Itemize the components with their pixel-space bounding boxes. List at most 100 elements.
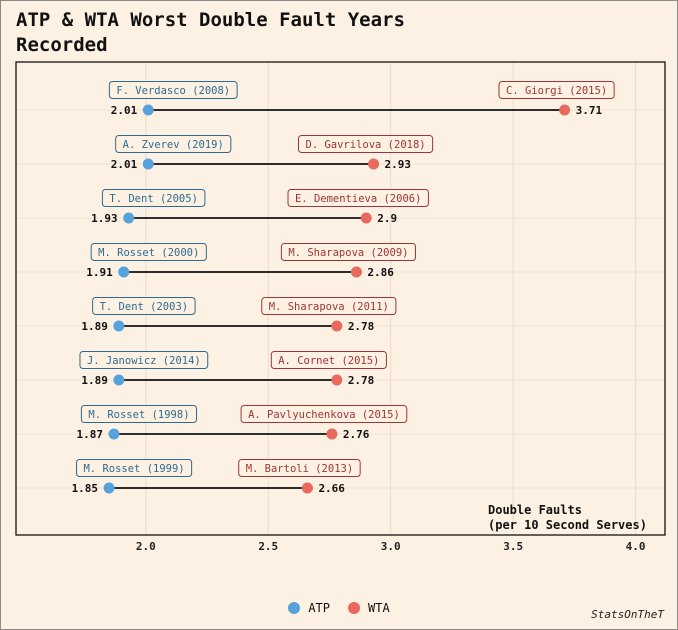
atp-point bbox=[142, 158, 154, 170]
atp-point bbox=[113, 374, 125, 386]
wta-name-label-text: D. Gavrilova (2018) bbox=[306, 139, 426, 151]
wta-point bbox=[559, 104, 571, 116]
atp-name-label-text: T. Dent (2005) bbox=[109, 193, 198, 205]
wta-point bbox=[301, 482, 313, 494]
wta-name-label-text: A. Cornet (2015) bbox=[278, 355, 379, 367]
wta-name-label: M. Bartoli (2013) bbox=[238, 459, 361, 477]
atp-value-label: 1.93 bbox=[91, 212, 118, 225]
atp-name-label: J. Janowicz (2014) bbox=[79, 351, 209, 369]
wta-name-label-text: E. Dementieva (2006) bbox=[295, 193, 421, 205]
wta-value-label: 2.78 bbox=[348, 374, 375, 387]
legend-swatch-atp bbox=[288, 602, 301, 614]
atp-name-label: M. Rosset (2000) bbox=[90, 243, 207, 261]
wta-name-label-box bbox=[261, 297, 397, 315]
x-tick-label: 2.0 bbox=[136, 540, 156, 553]
wta-point bbox=[326, 428, 338, 440]
atp-name-label: T. Dent (2005) bbox=[101, 189, 206, 207]
atp-name-label-box bbox=[108, 81, 238, 99]
dumbbell-row: 2.01 2.93 bbox=[111, 158, 411, 171]
wta-point bbox=[331, 320, 343, 332]
atp-name-label-text: M. Rosset (2000) bbox=[98, 247, 199, 259]
atp-point bbox=[113, 320, 125, 332]
atp-value-label: 2.01 bbox=[111, 158, 138, 171]
atp-name-label-text: M. Rosset (1998) bbox=[88, 409, 189, 421]
atp-name-label-box bbox=[75, 459, 193, 477]
wta-name-label-box bbox=[298, 135, 434, 153]
wta-value-label: 2.78 bbox=[348, 320, 375, 333]
wta-name-label-text: C. Giorgi (2015) bbox=[506, 85, 607, 97]
x-axis-title: Double Faults bbox=[488, 503, 582, 517]
atp-name-label-box bbox=[90, 243, 207, 261]
wta-value-label: 2.66 bbox=[318, 482, 345, 495]
dumbbell-row: 1.89 2.78 bbox=[81, 320, 374, 333]
atp-name-label: M. Rosset (1999) bbox=[75, 459, 193, 477]
atp-point bbox=[108, 428, 120, 440]
atp-name-label: F. Verdasco (2008) bbox=[108, 81, 238, 99]
wta-name-label: E. Dementieva (2006) bbox=[287, 189, 429, 207]
x-tick-label: 3.5 bbox=[503, 540, 523, 553]
wta-value-label: 2.9 bbox=[377, 212, 397, 225]
wta-name-label-box bbox=[498, 81, 615, 99]
atp-name-label-text: T. Dent (2003) bbox=[100, 301, 189, 313]
atp-name-label-box bbox=[115, 135, 232, 153]
caption: StatsOnTheT bbox=[591, 608, 664, 621]
atp-name-label-box bbox=[80, 405, 198, 423]
wta-point bbox=[360, 212, 372, 224]
wta-name-label-text: M. Sharapova (2011) bbox=[269, 301, 389, 313]
legend-swatch-wta bbox=[348, 602, 360, 614]
dumbbell-row: 2.01 3.71 bbox=[111, 104, 603, 117]
atp-point bbox=[118, 266, 130, 278]
wta-point bbox=[368, 158, 380, 170]
wta-name-label-box bbox=[287, 189, 429, 207]
legend-label-atp: ATP bbox=[308, 601, 330, 615]
legend-item-atp: ATP bbox=[288, 601, 330, 615]
wta-name-label: M. Sharapova (2011) bbox=[261, 297, 397, 315]
wta-name-label: M. Sharapova (2009) bbox=[280, 243, 416, 261]
atp-name-label-text: M. Rosset (1999) bbox=[83, 463, 184, 475]
wta-name-label: C. Giorgi (2015) bbox=[498, 81, 615, 99]
legend-label-wta: WTA bbox=[368, 601, 390, 615]
legend: ATP WTA bbox=[0, 601, 678, 615]
atp-name-label-text: F. Verdasco (2008) bbox=[116, 85, 230, 97]
wta-name-label-text: A. Pavlyuchenkova (2015) bbox=[248, 409, 400, 421]
dumbbell-row: 1.85 2.66 bbox=[72, 482, 346, 495]
wta-name-label-text: M. Sharapova (2009) bbox=[288, 247, 408, 259]
atp-name-label: A. Zverev (2019) bbox=[115, 135, 232, 153]
atp-name-label: M. Rosset (1998) bbox=[80, 405, 198, 423]
atp-name-label-box bbox=[79, 351, 209, 369]
wta-point bbox=[331, 374, 343, 386]
x-axis-title: (per 10 Second Serves) bbox=[488, 518, 647, 532]
plot-panel bbox=[15, 61, 666, 536]
wta-name-label: A. Pavlyuchenkova (2015) bbox=[240, 405, 408, 423]
x-tick-label: 2.5 bbox=[258, 540, 278, 553]
wta-value-label: 2.93 bbox=[385, 158, 412, 171]
atp-name-label-box bbox=[101, 189, 206, 207]
wta-name-label: A. Cornet (2015) bbox=[270, 351, 387, 369]
atp-value-label: 2.01 bbox=[111, 104, 138, 117]
dumbbell-row: 1.93 2.9 bbox=[91, 212, 397, 225]
atp-name-label: T. Dent (2003) bbox=[92, 297, 196, 315]
atp-value-label: 1.91 bbox=[86, 266, 113, 279]
atp-name-label-text: J. Janowicz (2014) bbox=[87, 355, 201, 367]
atp-value-label: 1.89 bbox=[81, 374, 108, 387]
dumbbell-row: 1.87 2.76 bbox=[76, 428, 369, 441]
atp-name-label-text: A. Zverev (2019) bbox=[123, 139, 224, 151]
x-tick-label: 3.0 bbox=[381, 540, 401, 553]
wta-name-label: D. Gavrilova (2018) bbox=[298, 135, 434, 153]
legend-item-wta: WTA bbox=[348, 601, 390, 615]
dumbbell-row: 1.89 2.78 bbox=[81, 374, 374, 387]
atp-point bbox=[123, 212, 135, 224]
atp-name-label-box bbox=[92, 297, 196, 315]
atp-point bbox=[142, 104, 154, 116]
wta-value-label: 2.76 bbox=[343, 428, 370, 441]
chart-title: ATP & WTA Worst Double Fault Years Recor… bbox=[16, 9, 405, 56]
wta-name-label-box bbox=[238, 459, 361, 477]
wta-name-label-box bbox=[270, 351, 387, 369]
wta-value-label: 2.86 bbox=[367, 266, 394, 279]
wta-name-label-text: M. Bartoli (2013) bbox=[246, 463, 353, 475]
wta-name-label-box bbox=[240, 405, 408, 423]
wta-name-label-box bbox=[280, 243, 416, 261]
dumbbell-row: 1.91 2.86 bbox=[86, 266, 394, 279]
wta-value-label: 3.71 bbox=[576, 104, 603, 117]
